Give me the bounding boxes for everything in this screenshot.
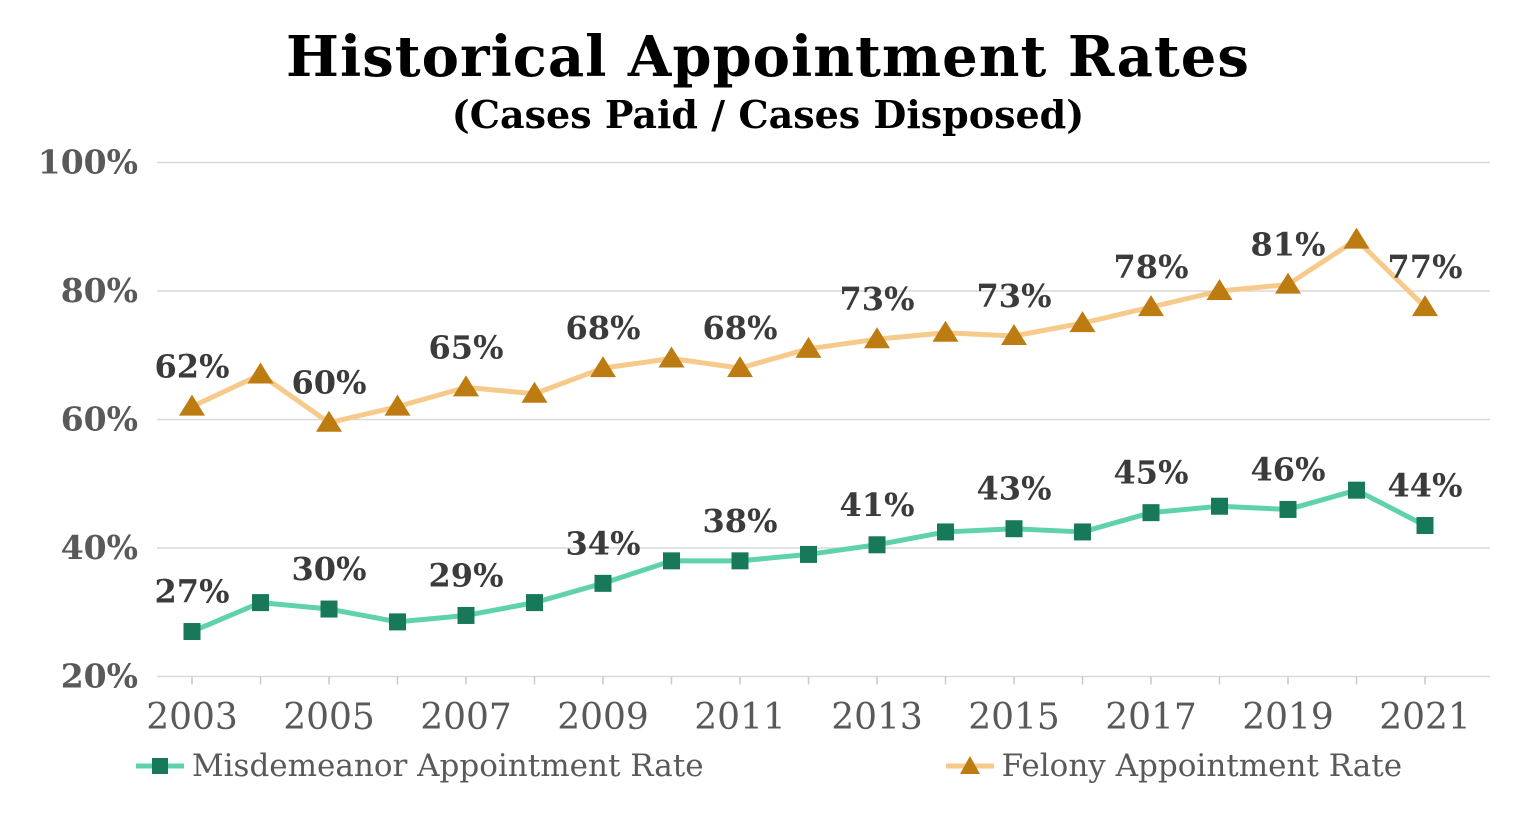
misdemeanor-marker — [1211, 497, 1228, 515]
misdemeanor-marker — [320, 600, 338, 618]
felony-data-label: 73% — [840, 280, 915, 318]
felony-line — [189, 237, 1428, 426]
misdemeanor-marker — [663, 552, 680, 570]
misdemeanor-data-label: 44% — [1388, 467, 1463, 505]
misdemeanor-marker — [1074, 523, 1091, 541]
misdemeanor-marker — [1348, 481, 1365, 499]
misdemeanor-marker — [1416, 517, 1434, 535]
misdemeanor-data-label: 43% — [977, 470, 1052, 508]
felony-marker — [590, 356, 616, 378]
y-axis-label: 20% — [61, 657, 138, 696]
felony-marker — [521, 381, 548, 403]
misdemeanor-data-label: 29% — [429, 556, 504, 594]
felony-data-label: 81% — [1251, 226, 1326, 264]
misdemeanor-data-label: 27% — [155, 573, 230, 611]
felony-marker — [179, 394, 205, 416]
chart-legend: Misdemeanor Appointment Rate Felony Appo… — [0, 748, 1536, 784]
felony-data-label: 68% — [566, 309, 641, 347]
felony-data-label: 73% — [977, 277, 1052, 315]
misdemeanor-marker — [183, 623, 201, 641]
y-axis-label: 40% — [61, 528, 138, 567]
x-axis-label: 2003 — [146, 697, 238, 738]
legend-item-misdemeanor: Misdemeanor Appointment Rate — [134, 748, 704, 784]
felony-marker — [1069, 311, 1096, 333]
felony-marker — [1412, 295, 1438, 317]
misdemeanor-marker — [594, 574, 612, 592]
x-axis-label: 2011 — [694, 697, 786, 738]
felony-marker — [247, 362, 274, 384]
felony-marker — [1343, 227, 1370, 249]
legend-label-misdemeanor: Misdemeanor Appointment Rate — [191, 748, 704, 784]
felony-data-label: 62% — [155, 348, 230, 386]
felony-marker — [864, 327, 890, 349]
misdemeanor-data-label: 34% — [566, 524, 641, 562]
misdemeanor-marker — [1142, 504, 1160, 522]
misdemeanor-data-label: 30% — [292, 550, 367, 588]
misdemeanor-data-label: 41% — [840, 486, 915, 524]
felony-marker — [727, 356, 753, 378]
misdemeanor-marker — [800, 545, 817, 563]
felony-marker — [1275, 272, 1301, 294]
felony-marker — [1138, 295, 1164, 317]
y-axis-label: 60% — [61, 400, 138, 439]
felony-data-label: 77% — [1388, 248, 1463, 286]
y-axis-label: 80% — [61, 271, 138, 310]
x-axis-label: 2017 — [1105, 697, 1197, 738]
misdemeanor-marker — [1279, 500, 1297, 518]
legend-item-felony: Felony Appointment Rate — [944, 748, 1403, 784]
felony-marker — [658, 346, 685, 368]
misdemeanor-marker — [457, 606, 475, 624]
misdemeanor-marker — [731, 552, 749, 570]
felony-marker — [1206, 279, 1233, 300]
x-axis-label: 2013 — [831, 697, 923, 738]
felony-marker — [1001, 323, 1027, 345]
legend-label-felony: Felony Appointment Rate — [1001, 748, 1403, 784]
misdemeanor-data-label: 38% — [703, 502, 778, 540]
misdemeanor-data-label: 45% — [1114, 454, 1189, 492]
felony-marker — [795, 336, 822, 358]
misdemeanor-marker — [389, 613, 406, 631]
misdemeanor-marker — [868, 536, 886, 554]
x-axis-label: 2005 — [283, 697, 375, 738]
felony-marker — [384, 394, 411, 416]
misdemeanor-marker — [526, 594, 543, 612]
x-axis-label: 2021 — [1379, 697, 1471, 738]
y-axis-label: 100% — [38, 143, 138, 182]
x-axis-label: 2019 — [1242, 697, 1334, 738]
felony-marker — [932, 320, 959, 342]
x-axis-label: 2009 — [557, 697, 649, 738]
chart-title: Historical Appointment Rates — [286, 24, 1250, 90]
felony-marker — [453, 375, 479, 397]
felony-legend-marker-icon — [945, 756, 994, 774]
felony-data-label: 78% — [1114, 248, 1189, 286]
felony-data-label: 68% — [703, 309, 778, 347]
misdemeanor-data-label: 46% — [1251, 450, 1326, 488]
x-axis-label: 2007 — [420, 697, 512, 738]
chart-subtitle: (Cases Paid / Cases Disposed) — [451, 92, 1085, 137]
felony-data-label: 60% — [292, 364, 367, 402]
felony-marker — [316, 410, 342, 432]
misdemeanor-marker — [252, 594, 269, 612]
felony-data-label: 65% — [429, 328, 504, 366]
x-axis-label: 2015 — [968, 697, 1060, 738]
misdemeanor-legend-marker-icon — [135, 758, 184, 774]
misdemeanor-marker — [937, 523, 954, 541]
misdemeanor-marker — [1005, 520, 1023, 538]
